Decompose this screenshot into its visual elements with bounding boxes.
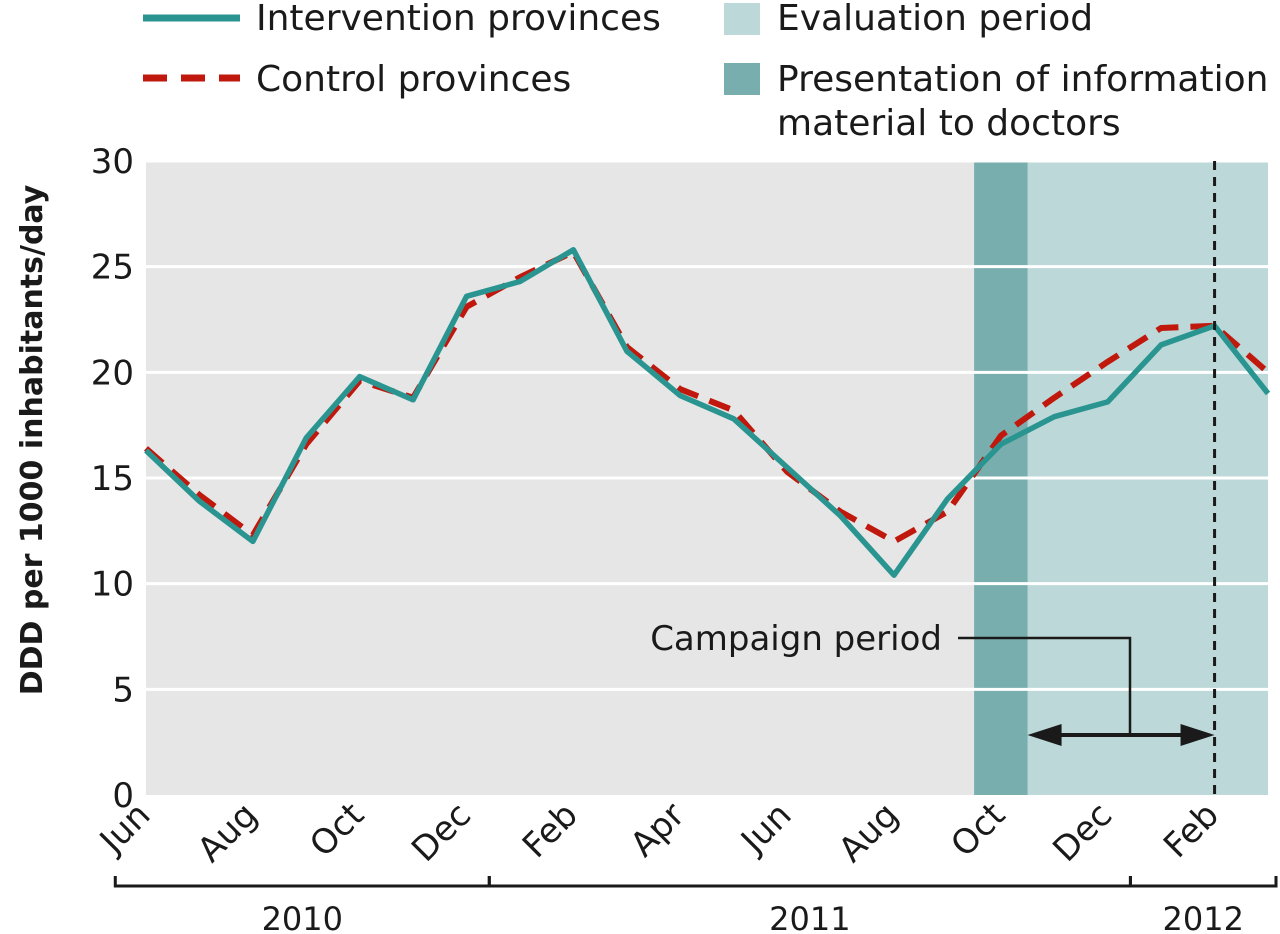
legend-swatch-evaluation xyxy=(724,3,760,35)
legend: Intervention provinces Control provinces… xyxy=(143,0,1268,144)
legend-swatch-presentation xyxy=(724,63,760,95)
year-label-2012: 2012 xyxy=(1162,900,1243,934)
campaign-period-arrow-left xyxy=(1027,724,1062,746)
x-tick-label-7: Aug xyxy=(831,795,906,870)
y-tick-label-5: 5 xyxy=(112,670,134,710)
x-tick-label-6: Jun xyxy=(732,795,799,862)
plot-area: 0 5 10 15 20 25 30 Jun Aug Oct Dec Feb Apr Jun Aug Oct D… xyxy=(91,142,1278,934)
legend-label-control: Control provinces xyxy=(256,59,571,100)
y-axis-label: DDD per 1000 inhabitants/day xyxy=(15,184,50,695)
series-line-intervention xyxy=(144,247,1271,578)
campaign-period-arrow-right xyxy=(1180,724,1215,746)
y-tick-label-25: 25 xyxy=(91,248,134,288)
year-label-2011: 2011 xyxy=(769,900,850,934)
series-line-control xyxy=(144,248,1270,545)
x-tick-label-1: Aug xyxy=(190,795,265,870)
legend-label-intervention: Intervention provinces xyxy=(256,0,661,39)
x-tick-label-3: Dec xyxy=(404,795,479,870)
x-tick-label-4: Feb xyxy=(515,795,586,866)
campaign-period-label: Campaign period xyxy=(650,619,942,659)
y-tick-label-30: 30 xyxy=(91,142,134,182)
legend-label-presentation-line2: material to doctors xyxy=(777,103,1121,144)
legend-label-evaluation: Evaluation period xyxy=(777,0,1093,39)
y-tick-label-15: 15 xyxy=(91,459,134,499)
x-tick-label-2: Oct xyxy=(302,795,372,865)
year-bracket-2011 xyxy=(487,876,1132,888)
year-bracket-2012 xyxy=(1128,876,1278,888)
x-tick-label-10: Feb xyxy=(1156,795,1227,866)
campaign-period-leader xyxy=(958,636,1132,735)
y-tick-label-10: 10 xyxy=(91,565,134,605)
x-tick-label-5: Apr xyxy=(623,795,693,865)
year-label-2010: 2010 xyxy=(262,900,343,934)
x-tick-label-0: Jun xyxy=(91,795,158,862)
y-tick-label-20: 20 xyxy=(91,353,134,393)
legend-label-presentation-line1: Presentation of information xyxy=(777,59,1268,100)
x-tick-label-8: Oct xyxy=(943,795,1013,865)
year-bracket-2010 xyxy=(113,876,491,888)
y-tick-label-0: 0 xyxy=(112,776,134,816)
x-tick-label-9: Dec xyxy=(1045,795,1120,870)
